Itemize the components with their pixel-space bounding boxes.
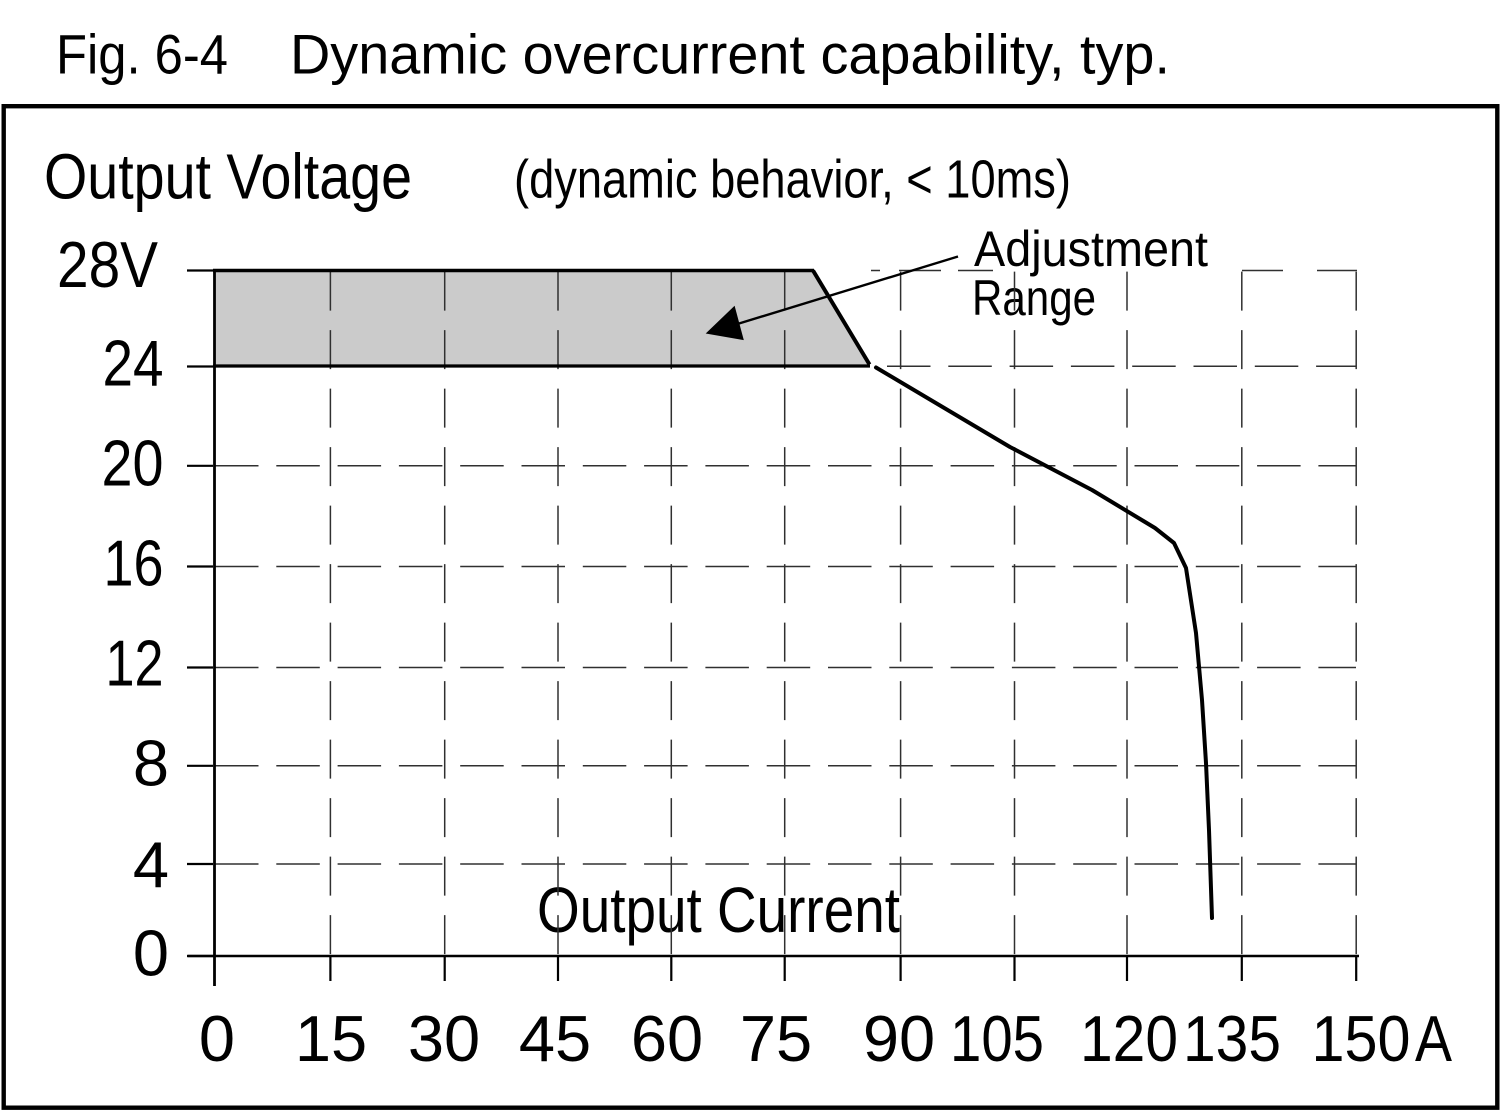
- svg-text:Dynamic overcurrent capability: Dynamic overcurrent capability, typ.: [290, 23, 1170, 86]
- svg-text:120: 120: [1080, 1002, 1178, 1075]
- svg-text:Output Current: Output Current: [537, 874, 900, 946]
- svg-text:0: 0: [133, 917, 169, 990]
- svg-text:Adjustment: Adjustment: [974, 221, 1208, 277]
- svg-text:45: 45: [519, 1002, 591, 1075]
- svg-text:90: 90: [863, 1002, 935, 1075]
- svg-text:A: A: [1415, 1002, 1453, 1075]
- svg-text:16: 16: [104, 527, 164, 600]
- svg-text:Output Voltage: Output Voltage: [44, 140, 412, 212]
- svg-text:105: 105: [950, 1002, 1044, 1075]
- svg-text:150: 150: [1312, 1002, 1411, 1075]
- svg-text:8: 8: [133, 727, 169, 800]
- svg-text:28V: 28V: [57, 228, 159, 301]
- svg-text:(dynamic behavior, < 10ms): (dynamic behavior, < 10ms): [514, 150, 1071, 210]
- svg-text:12: 12: [106, 627, 164, 700]
- svg-text:135: 135: [1183, 1002, 1281, 1075]
- svg-text:0: 0: [199, 1002, 235, 1075]
- svg-text:20: 20: [102, 427, 164, 500]
- svg-text:75: 75: [740, 1002, 812, 1075]
- svg-text:15: 15: [295, 1002, 367, 1075]
- svg-text:4: 4: [133, 828, 169, 901]
- svg-text:Fig. 6-4: Fig. 6-4: [56, 23, 228, 86]
- svg-text:Range: Range: [972, 270, 1096, 326]
- svg-text:60: 60: [631, 1002, 703, 1075]
- svg-text:30: 30: [408, 1002, 480, 1075]
- svg-text:24: 24: [103, 327, 164, 400]
